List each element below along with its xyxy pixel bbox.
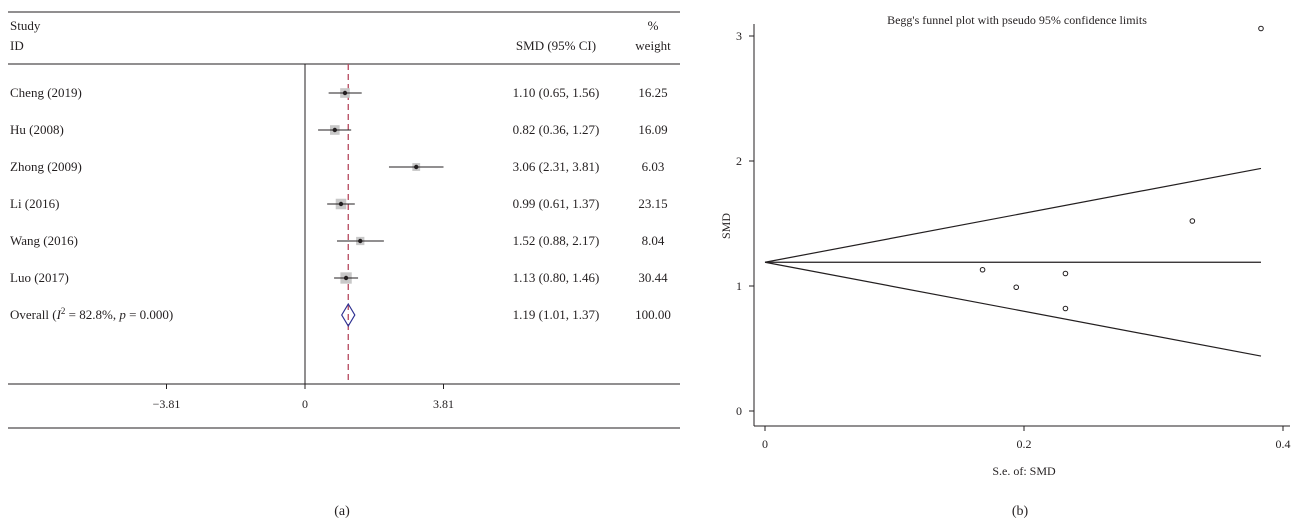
forest-row: Hu (2008) 0.82 (0.36, 1.27) 16.09 [10,122,668,137]
funnel-title: Begg's funnel plot with pseudo 95% confi… [887,13,1147,27]
overall-weight-value: 100.00 [635,307,671,322]
funnel-x-tick-label: 0 [762,437,768,451]
forest-tick-label: 0 [302,397,308,411]
funnel-point [979,266,986,273]
funnel-point [1189,218,1196,224]
study-name: Luo (2017) [10,270,69,285]
funnel-plot-panel: Begg's funnel plot with pseudo 95% confi… [719,13,1291,519]
study-name: Li (2016) [10,196,59,211]
funnel-x-tick-label: 0.2 [1017,437,1032,451]
forest-row: Li (2016) 0.99 (0.61, 1.37) 23.15 [10,196,668,211]
header-smd-ci: SMD (95% CI) [516,38,596,53]
weight-value: 6.03 [642,159,665,174]
funnel-point [1062,305,1069,312]
funnel-y-label: SMD [719,213,733,239]
point-estimate [332,127,338,133]
lower-confidence-limit [764,261,1262,357]
ci-value: 1.52 (0.88, 2.17) [513,233,600,248]
funnel-y-tick-label: 1 [736,279,742,293]
study-name: Zhong (2009) [10,159,82,174]
forest-tick-label: 3.81 [433,397,454,411]
weight-value: 16.25 [638,85,667,100]
weight-value: 23.15 [638,196,667,211]
header-percent: % [648,18,659,33]
funnel-point [1258,25,1264,32]
funnel-limit-lines [764,167,1262,357]
header-weight: weight [635,38,671,53]
study-name: Wang (2016) [10,233,78,248]
ci-value: 0.82 (0.36, 1.27) [513,122,600,137]
funnel-x-label: S.e. of: SMD [992,464,1056,478]
funnel-x-tick-label: 0.4 [1276,437,1291,451]
panel-b-caption: (b) [1012,504,1029,519]
funnel-point [1062,270,1069,277]
funnel-y-tick-label: 3 [736,29,742,43]
ci-value: 3.06 (2.31, 3.81) [513,159,600,174]
point-estimate [414,164,419,170]
upper-confidence-limit [764,167,1262,263]
weight-value: 30.44 [638,270,668,285]
forest-row: Zhong (2009) 3.06 (2.31, 3.81) 6.03 [10,159,664,174]
funnel-points [979,25,1264,312]
funnel-y-tick-label: 0 [736,404,742,418]
funnel-point [1013,284,1020,291]
ci-value: 1.10 (0.65, 1.56) [513,85,600,100]
ci-value: 1.13 (0.80, 1.46) [513,270,600,285]
forest-x-ticks: −3.81 0 3.81 [153,384,454,411]
forest-row: Cheng (2019) 1.10 (0.65, 1.56) 16.25 [10,85,668,100]
forest-row: Luo (2017) 1.13 (0.80, 1.46) 30.44 [10,270,668,285]
weight-value: 8.04 [642,233,665,248]
overall-diamond [341,302,356,328]
header-id: ID [10,38,24,53]
point-estimate [343,275,349,281]
study-name: Hu (2008) [10,122,64,137]
point-estimate [338,201,344,207]
header-study: Study [10,18,41,33]
panel-a-caption: (a) [334,504,350,519]
forest-rows: Cheng (2019) 1.10 (0.65, 1.56) 16.25 Hu (20… [10,85,671,328]
overall-ci-value: 1.19 (1.01, 1.37) [513,307,600,322]
ci-value: 0.99 (0.61, 1.37) [513,196,600,211]
funnel-x-ticks: 0 0.2 0.4 [762,426,1291,451]
forest-row: Wang (2016) 1.52 (0.88, 2.17) 8.04 [10,233,665,248]
forest-plot-panel: Study ID SMD (95% CI) % weight Cheng (20… [8,11,680,519]
forest-tick-label: −3.81 [153,397,181,411]
point-estimate [358,238,363,244]
overall-label: Overall (I2 = 82.8%, p = 0.000) [10,306,173,322]
funnel-y-ticks: 0 1 2 3 [736,29,754,418]
weight-value: 16.09 [638,122,667,137]
study-name: Cheng (2019) [10,85,82,100]
funnel-y-tick-label: 2 [736,154,742,168]
point-estimate [342,90,348,96]
